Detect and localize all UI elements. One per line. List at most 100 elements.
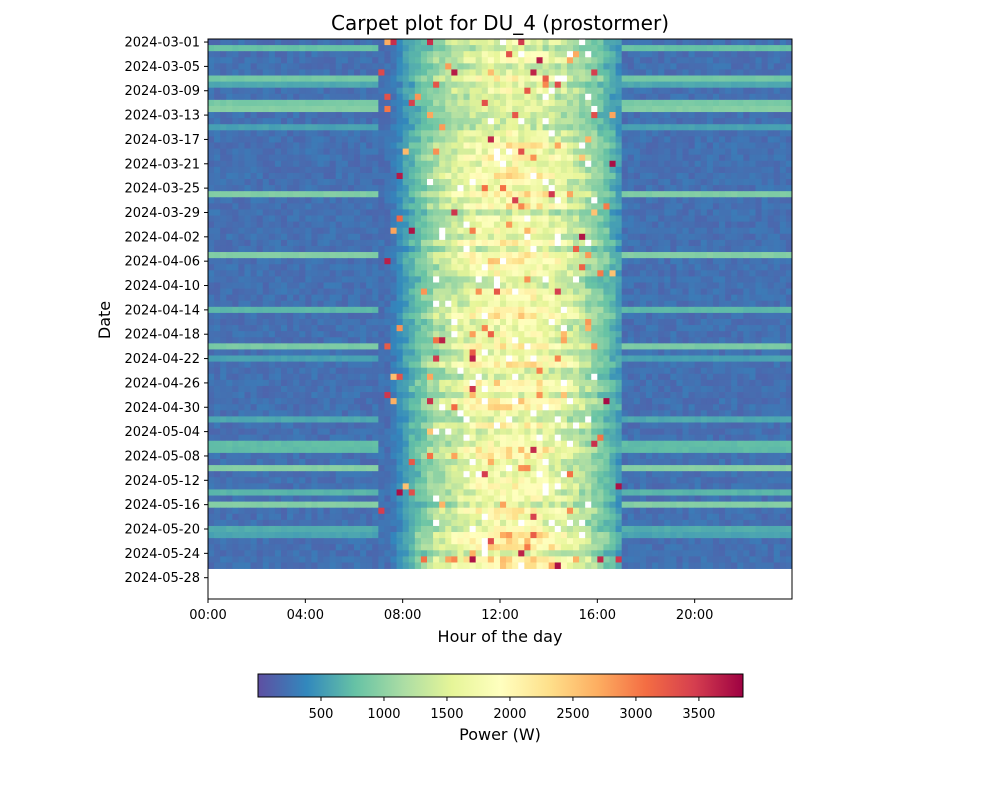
- heatmap-cell: [420, 136, 428, 143]
- heatmap-cell: [481, 288, 489, 296]
- heatmap-cell: [274, 239, 282, 247]
- heatmap-cell: [627, 148, 635, 156]
- heatmap-cell: [554, 282, 562, 289]
- heatmap-cell: [341, 264, 349, 271]
- heatmap-cell: [615, 69, 623, 76]
- heatmap-cell: [688, 166, 696, 174]
- heatmap-cell: [627, 51, 635, 58]
- heatmap-cell: [585, 160, 592, 168]
- heatmap-cell: [262, 75, 270, 83]
- heatmap-cell: [469, 112, 477, 119]
- heatmap-cell: [500, 57, 507, 64]
- heatmap-cell: [250, 288, 258, 296]
- heatmap-cell: [427, 51, 434, 58]
- heatmap-cell: [712, 276, 720, 283]
- heatmap-cell: [402, 39, 410, 46]
- heatmap-cell: [506, 227, 513, 235]
- heatmap-cell: [761, 276, 769, 283]
- heatmap-cell: [712, 136, 720, 143]
- heatmap-cell: [579, 227, 586, 235]
- heatmap-cell: [530, 63, 537, 70]
- heatmap-cell: [512, 124, 519, 131]
- heatmap-cell: [646, 252, 653, 259]
- heatmap-cell: [536, 172, 543, 180]
- heatmap-cell: [731, 319, 738, 326]
- heatmap-cell: [603, 264, 610, 271]
- heatmap-cell: [262, 185, 270, 192]
- heatmap-cell: [500, 124, 507, 131]
- heatmap-cell: [591, 312, 598, 320]
- heatmap-cell: [384, 148, 391, 156]
- heatmap-cell: [268, 239, 276, 247]
- heatmap-cell: [335, 124, 343, 131]
- heatmap-cell: [743, 203, 750, 210]
- heatmap-cell: [773, 319, 781, 326]
- heatmap-cell: [232, 343, 239, 350]
- heatmap-cell: [439, 57, 446, 64]
- heatmap-cell: [646, 51, 653, 58]
- heatmap-cell: [220, 215, 227, 223]
- heatmap-cell: [579, 203, 586, 210]
- heatmap-cell: [761, 191, 769, 198]
- heatmap-cell: [329, 63, 337, 70]
- heatmap-cell: [761, 160, 769, 168]
- heatmap-cell: [785, 221, 793, 229]
- heatmap-cell: [548, 124, 556, 131]
- heatmap-cell: [335, 331, 343, 338]
- heatmap-cell: [615, 258, 623, 265]
- heatmap-cell: [731, 136, 738, 143]
- heatmap-cell: [451, 148, 458, 156]
- heatmap-cell: [725, 166, 732, 174]
- heatmap-cell: [731, 87, 738, 95]
- heatmap-cell: [378, 130, 385, 137]
- heatmap-cell: [208, 166, 215, 174]
- heatmap-cell: [323, 136, 331, 143]
- heatmap-cell: [244, 93, 251, 101]
- heatmap-cell: [238, 136, 245, 143]
- heatmap-cell: [414, 331, 422, 338]
- heatmap-cell: [688, 300, 696, 308]
- heatmap-cell: [524, 215, 531, 223]
- heatmap-cell: [347, 239, 355, 247]
- heatmap-cell: [536, 93, 543, 101]
- heatmap-cell: [719, 63, 726, 70]
- heatmap-cell: [299, 63, 306, 70]
- heatmap-cell: [238, 337, 245, 344]
- heatmap-cell: [706, 319, 714, 326]
- heatmap-cell: [585, 87, 592, 95]
- heatmap-cell: [366, 203, 373, 210]
- heatmap-cell: [700, 337, 708, 344]
- heatmap-cell: [737, 154, 744, 162]
- heatmap-cell: [305, 130, 312, 137]
- heatmap-cell: [719, 148, 726, 156]
- heatmap-cell: [609, 148, 616, 156]
- heatmap-cell: [506, 81, 513, 89]
- heatmap-cell: [627, 227, 635, 235]
- heatmap-cell: [366, 124, 373, 131]
- heatmap-cell: [524, 160, 531, 168]
- heatmap-cell: [706, 99, 714, 107]
- heatmap-cell: [767, 197, 775, 204]
- heatmap-cell: [719, 105, 726, 113]
- heatmap-cell: [487, 233, 495, 241]
- heatmap-cell: [603, 349, 610, 356]
- heatmap-cell: [682, 270, 689, 277]
- heatmap-cell: [274, 87, 282, 95]
- heatmap-cell: [712, 57, 720, 64]
- heatmap-cell: [560, 319, 568, 326]
- heatmap-cell: [244, 215, 251, 223]
- heatmap-cell: [652, 288, 659, 296]
- heatmap-cell: [390, 179, 397, 186]
- heatmap-cell: [347, 306, 355, 314]
- heatmap-cell: [785, 288, 793, 296]
- heatmap-cell: [481, 130, 489, 137]
- heatmap-cell: [262, 239, 270, 247]
- heatmap-cell: [335, 148, 343, 156]
- heatmap-cell: [560, 209, 568, 216]
- heatmap-cell: [274, 160, 282, 168]
- heatmap-cell: [433, 112, 440, 119]
- heatmap-cell: [341, 331, 349, 338]
- heatmap-cell: [268, 227, 276, 235]
- heatmap-cell: [743, 276, 750, 283]
- heatmap-cell: [621, 69, 629, 76]
